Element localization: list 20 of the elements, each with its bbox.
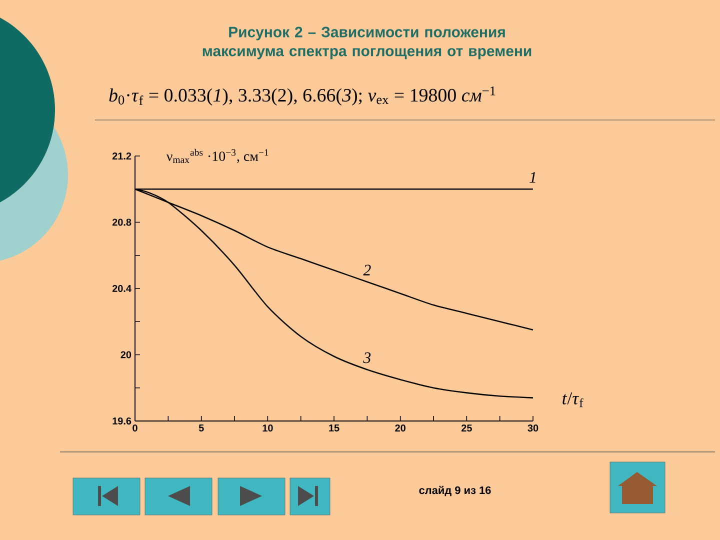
x-tick-label: 30 [528, 424, 538, 432]
x-tick-label: 5 [198, 424, 204, 432]
y-tick-label: 19.6 [112, 417, 132, 425]
y-tick-label: 21.2 [112, 152, 132, 160]
text: b$_{0}$·τ$_{f}$ = 0.033(1), 3.33(2), 6.66(3); ν$_{ex}$ = 19800 см$^{−1}$ [109, 86, 496, 106]
text: слайд 9 из 16 [419, 486, 491, 496]
series-label: 2 [363, 264, 371, 276]
y-tick-label: 20.4 [112, 284, 132, 292]
y-tick-label: 20.8 [112, 218, 132, 226]
x-tick-label: 25 [461, 424, 472, 432]
x-tick-label: 20 [395, 424, 406, 432]
chart-title: Рисунок 2 – Зависимости положения максимума спектра поглощения от времени [202, 26, 532, 60]
x-tick-label: 10 [262, 424, 273, 432]
series-label: 3 [363, 352, 371, 364]
x-tick-label: 0 [132, 424, 138, 432]
y-tick-label: 20 [120, 351, 132, 358]
series-label: 1 [530, 172, 536, 183]
x-axis-title: t/τ$_{f}$ [562, 392, 584, 408]
x-tick-label: 15 [329, 424, 340, 432]
y-axis-title: ν$_{max}$$^{abs}$ ·10$^{−3}$, см$^{−1}$ [166, 148, 268, 164]
